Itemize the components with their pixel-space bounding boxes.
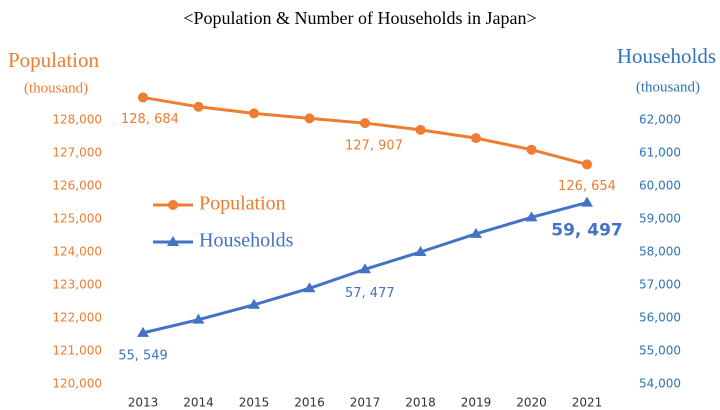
y2-axis-title: Households (617, 44, 716, 68)
y-axis-title: Population (8, 48, 100, 72)
x-tick-label: 2016 (294, 396, 325, 410)
x-tick-label: 2018 (405, 396, 436, 410)
marker (167, 236, 179, 246)
marker (525, 211, 538, 222)
data-label: 57, 477 (345, 286, 395, 301)
marker (138, 92, 148, 103)
marker (471, 133, 481, 144)
marker (415, 124, 426, 135)
x-tick-label: 2013 (128, 396, 159, 410)
marker (360, 118, 370, 129)
marker (168, 200, 178, 210)
y2-tick-label: 56,000 (639, 311, 681, 325)
marker (248, 298, 260, 309)
x-tick-label: 2019 (461, 396, 492, 410)
y2-tick-label: 61,000 (639, 146, 681, 160)
y2-tick-label: 54,000 (639, 377, 681, 391)
y2-tick-label: 58,000 (639, 245, 681, 259)
y2-tick-label: 60,000 (639, 179, 681, 193)
chart-title: <Population & Number of Households in Ja… (183, 8, 536, 28)
y-tick-label: 128,000 (52, 113, 102, 127)
line (142, 95, 588, 166)
marker (303, 282, 316, 293)
data-label: 128, 684 (121, 112, 179, 127)
marker (526, 144, 537, 155)
y-axis-unit: (thousand) (24, 80, 88, 96)
marker (470, 227, 482, 238)
marker (137, 326, 149, 337)
y-tick-label: 122,000 (52, 311, 102, 325)
data-label: 126, 654 (558, 179, 616, 194)
marker (304, 113, 315, 124)
data-label: 59, 497 (551, 221, 623, 241)
x-tick-label: 2017 (350, 396, 381, 410)
x-tick-label: 2014 (183, 396, 214, 410)
y-tick-label: 124,000 (52, 245, 102, 259)
y-tick-label: 123,000 (52, 278, 102, 292)
x-tick-label: 2015 (239, 396, 270, 410)
y-tick-label: 121,000 (52, 344, 102, 358)
data-label: 127, 907 (345, 139, 403, 154)
y-tick-label: 126,000 (52, 179, 102, 193)
marker (414, 246, 427, 256)
marker (193, 101, 204, 112)
marker (192, 313, 205, 324)
marker (581, 196, 593, 207)
x-tick-label: 2020 (516, 396, 547, 410)
y2-tick-label: 55,000 (639, 344, 681, 358)
marker (582, 159, 592, 170)
marker (359, 263, 371, 274)
data-label: 55, 549 (118, 348, 168, 363)
y-tick-label: 120,000 (52, 377, 102, 391)
y-tick-label: 127,000 (52, 146, 102, 160)
legend-label: Households (199, 230, 294, 252)
marker (249, 108, 259, 119)
y2-tick-label: 62,000 (639, 113, 681, 127)
y2-tick-label: 59,000 (639, 212, 681, 226)
y2-tick-label: 57,000 (639, 278, 681, 292)
y-tick-label: 125,000 (52, 212, 102, 226)
x-tick-label: 2021 (572, 396, 603, 410)
y2-axis-unit: (thousand) (636, 79, 700, 95)
legend-label: Population (199, 193, 286, 215)
